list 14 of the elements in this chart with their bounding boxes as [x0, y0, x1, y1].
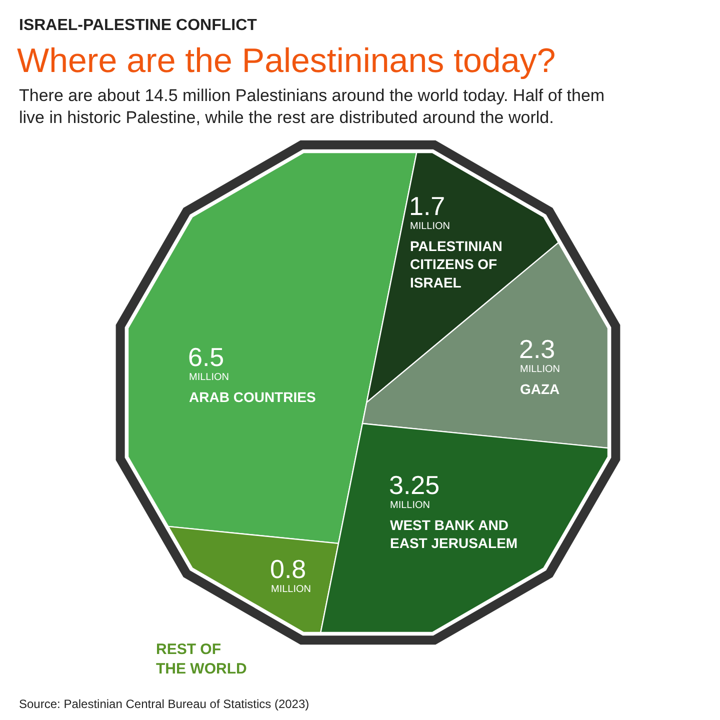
category-label: ARAB COUNTRIES	[189, 389, 316, 405]
category-label: WEST BANK AND EAST JERUSALEM	[390, 517, 518, 552]
data-label: 1.7 MILLION	[409, 191, 450, 232]
category-label: PALESTINIAN CITIZENS OF ISRAEL	[410, 238, 502, 290]
category-label: REST OF THE WORLD	[156, 641, 247, 678]
category-label: GAZA	[520, 381, 560, 397]
text: Where are the Palestininans today?	[17, 42, 556, 80]
data-label: 6.5 MILLION	[188, 342, 230, 383]
data-label: 2.3 MILLION	[519, 334, 560, 375]
data-label: 0.8 MILLION	[270, 554, 312, 595]
source-note: Source: Palestinian Central Bureau of Statistics (2023)	[19, 697, 310, 711]
text: There are about 14.5 million Palestinians around the world today. Half of them live in historic Palestine, while the rest are distributed around the world.	[19, 86, 605, 128]
data-label: 3.25 MILLION	[389, 470, 440, 511]
text: ISRAEL-PALESTINE CONFLICT	[19, 17, 258, 34]
